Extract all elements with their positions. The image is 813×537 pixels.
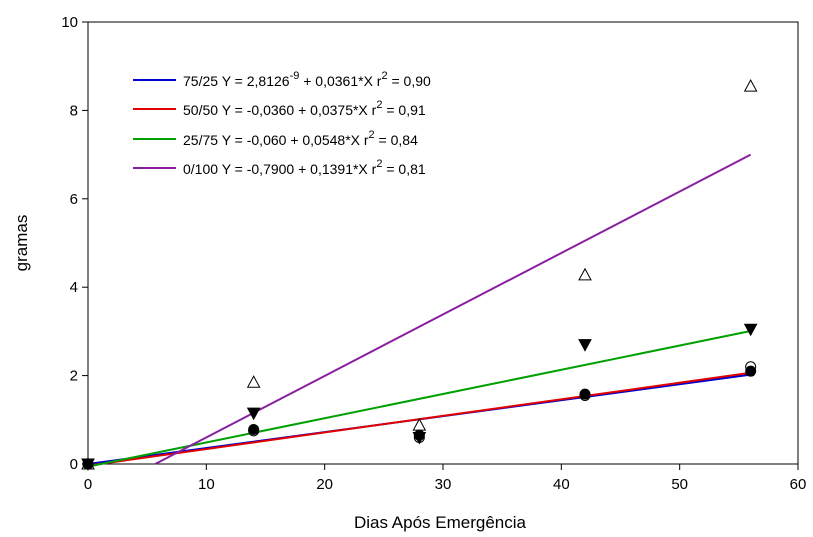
legend-item-25-75: 25/75 Y = -0,060 + 0,0548*X r2 = 0,84 [133,129,418,148]
legend-item-50-50: 50/50 Y = -0,0360 + 0,0375*X r2 = 0,91 [133,99,426,118]
x-tick-label: 0 [84,476,92,493]
x-tick-label: 30 [435,476,452,493]
x-tick-label: 40 [553,476,570,493]
y-tick-label: 6 [70,191,78,208]
point-0-100 [743,79,758,92]
point-0-100 [578,267,592,281]
legend-label-0-100: 0/100 Y = -0,7900 + 0,1391*X r2 = 0,81 [183,158,426,177]
point-0-100 [246,375,261,388]
y-tick-label: 8 [70,102,78,119]
y-tick-label: 4 [70,279,78,296]
legend-label-50-50: 50/50 Y = -0,0360 + 0,0375*X r2 = 0,91 [183,99,426,118]
legend-item-75-25: 75/25 Y = 2,8126-9 + 0,0361*X r2 = 0,90 [133,70,431,89]
y-axis: 0 2 4 6 8 10 [61,14,88,473]
fit-line-0-100 [154,153,752,465]
x-tick-label: 60 [790,476,807,493]
x-tick-label: 20 [316,476,333,493]
y-tick-label: 0 [70,456,78,473]
y-axis-title: gramas [12,215,31,272]
point-25-75 [246,407,261,421]
data-markers [81,79,758,472]
legend-label-25-75: 25/75 Y = -0,060 + 0,0548*X r2 = 0,84 [183,129,418,148]
legend: 75/25 Y = 2,8126-9 + 0,0361*X r2 = 0,90 … [133,70,431,177]
point-50-50 [745,365,757,377]
point-25-75 [743,323,758,337]
x-axis: 0 10 20 30 40 50 60 [84,464,807,493]
legend-item-0-100: 0/100 Y = -0,7900 + 0,1391*X r2 = 0,81 [133,158,426,177]
x-tick-label: 50 [671,476,688,493]
legend-label-75-25: 75/25 Y = 2,8126-9 + 0,0361*X r2 = 0,90 [183,70,431,89]
x-axis-title: Dias Após Emergência [354,513,527,532]
point-25-75 [578,339,592,352]
point-25-75 [412,431,427,445]
point-50-50 [248,424,260,436]
y-tick-label: 2 [70,368,78,385]
point-50-50 [579,388,591,400]
fit-line-25-75 [87,330,751,468]
point-0-100 [81,456,95,470]
y-tick-label: 10 [61,14,78,31]
point-0-100 [412,418,427,431]
x-tick-label: 10 [198,476,215,493]
